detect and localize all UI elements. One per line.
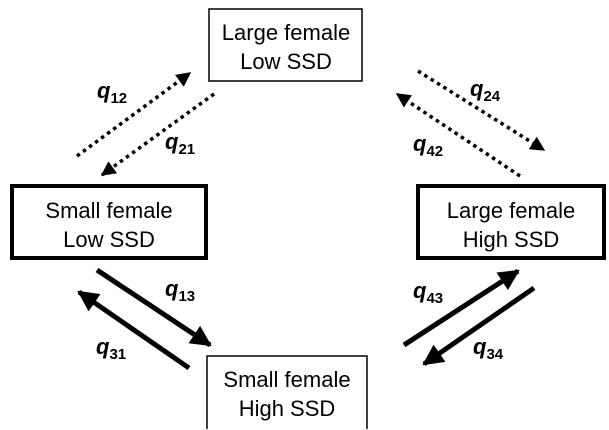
state-label-small-female-high-ssd-line2: High SSD (239, 396, 336, 421)
arrow-q24 (417, 69, 546, 152)
state-label-large-female-high-ssd-line2: High SSD (463, 227, 560, 252)
arrow-q13 (95, 267, 212, 348)
state-label-small-female-high-ssd-line1: Small female (223, 367, 350, 392)
rate-label-q43: q43 (413, 278, 443, 307)
rate-label-q31: q31 (96, 334, 126, 363)
state-box-small-female-low-ssd (10, 184, 208, 260)
arrow-q34 (422, 285, 536, 367)
rate-label-q42: q42 (413, 131, 443, 160)
state-label-large-female-low-ssd-line2: Low SSD (240, 49, 332, 74)
rate-label-q21: q21 (165, 129, 195, 158)
state-box-small-female-high-ssd (206, 355, 368, 429)
arrow-q31 (77, 289, 191, 371)
state-label-small-female-low-ssd-line1: Small female (45, 198, 172, 223)
arrow-q43 (402, 268, 520, 348)
arrow-q21 (100, 92, 216, 177)
arrow-q12 (75, 71, 192, 158)
rate-label-q24: q24 (470, 76, 501, 105)
rate-label-q34: q34 (473, 334, 504, 363)
state-label-large-female-low-ssd-line1: Large female (222, 20, 350, 45)
state-box-large-female-low-ssd (208, 8, 363, 82)
state-label-small-female-low-ssd-line2: Low SSD (63, 227, 155, 252)
state-label-large-female-high-ssd-line1: Large female (447, 198, 575, 223)
state-box-large-female-high-ssd (416, 184, 606, 260)
rate-label-q13: q13 (165, 276, 195, 305)
arrow-q42 (395, 92, 521, 178)
rate-label-q12: q12 (97, 78, 127, 107)
